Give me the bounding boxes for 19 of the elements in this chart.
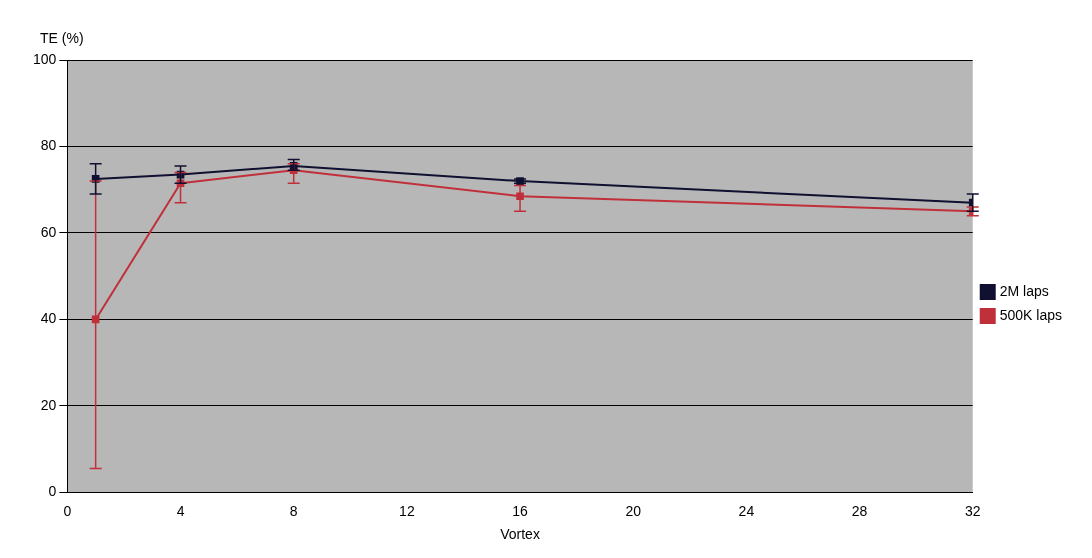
y-tick-label: 40 <box>40 310 57 327</box>
legend-label: 2M laps <box>999 282 1049 299</box>
x-tick-label: 32 <box>964 502 981 519</box>
x-tick-label: 12 <box>399 502 415 519</box>
y-tick-label: 20 <box>40 396 57 413</box>
x-tick-label: 16 <box>512 502 529 519</box>
y-tick-label: 60 <box>40 223 57 240</box>
x-tick-label: 4 <box>176 502 185 519</box>
y-tick-label: 0 <box>48 483 57 500</box>
x-tick-label: 20 <box>625 502 642 519</box>
x-tick-label: 0 <box>63 502 72 519</box>
legend-label: 500K laps <box>999 306 1063 323</box>
y-tick-label: 80 <box>40 137 57 154</box>
y-tick-label: 100 <box>33 50 57 67</box>
y-axis-title: TE (%) <box>40 30 84 46</box>
x-tick-label: 28 <box>851 502 868 519</box>
x-tick-label: 8 <box>289 502 298 519</box>
x-axis-title: Vortex <box>500 526 540 543</box>
x-tick-label: 24 <box>738 502 755 519</box>
